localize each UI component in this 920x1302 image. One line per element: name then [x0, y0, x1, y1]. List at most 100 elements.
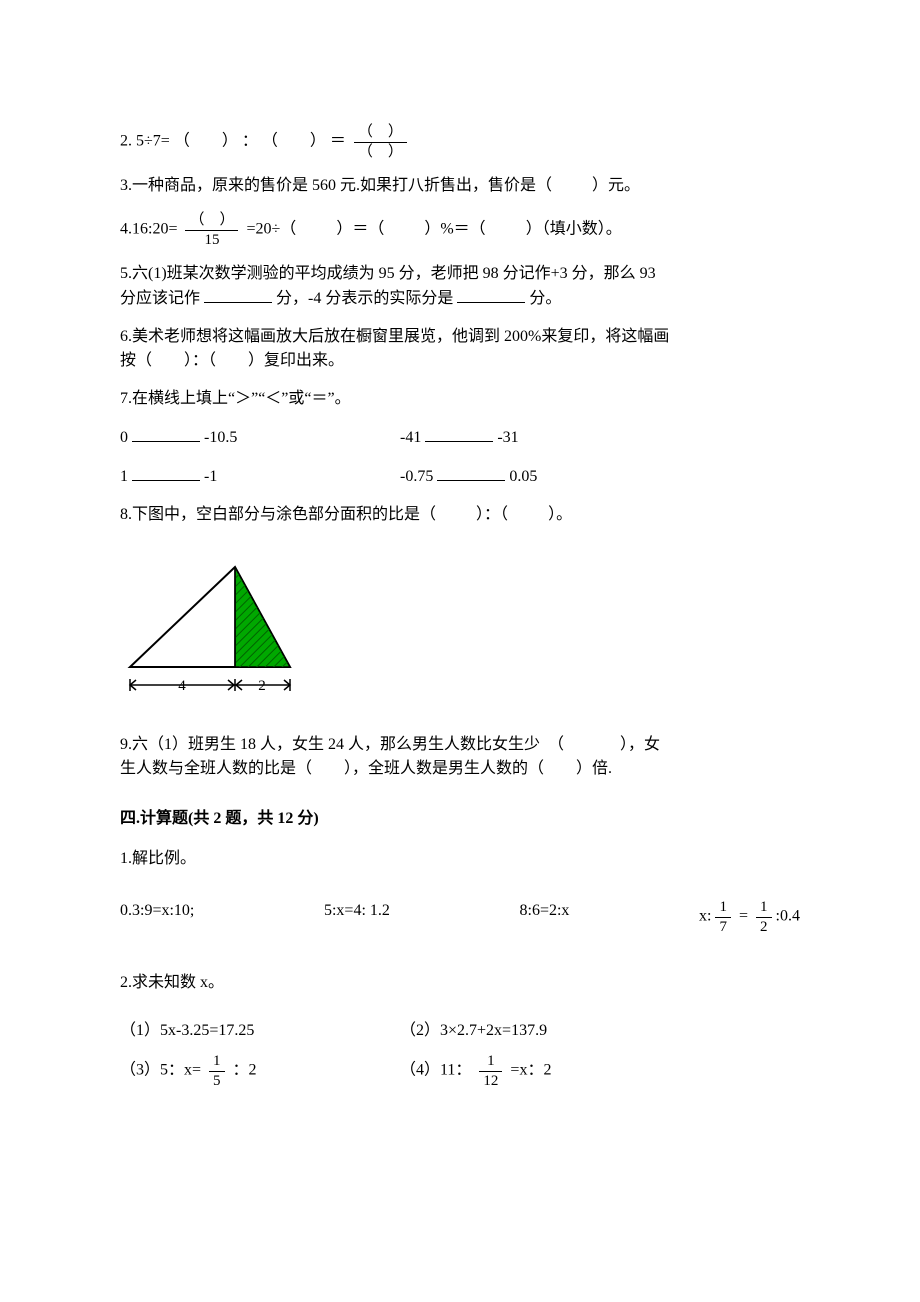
question-9: 9.六（1）班男生 18 人，女生 24 人，那么男生人数比女生少 （ ），女 … [120, 733, 800, 781]
q7-r1b-blank [425, 425, 493, 442]
q7-r2-right: -0.75 0.05 [400, 464, 680, 489]
problem-2: 2.求未知数 x。 （1）5x-3.25=17.25 （2）3×2.7+2x=1… [120, 971, 800, 1089]
q2-colon: ： [242, 133, 258, 150]
p1-spacer [120, 871, 800, 899]
q8-gap1 [440, 506, 472, 523]
q9-gap [568, 736, 616, 753]
p2-r2b-num: 1 [479, 1053, 502, 1072]
q7-r2a-l: 1 [120, 468, 128, 485]
q7-r2a-blank [132, 464, 200, 481]
p2-r1b: （2）3×2.7+2x=137.9 [400, 1019, 680, 1043]
p2-r1a: （1）5x-3.25=17.25 [120, 1019, 400, 1043]
p2-r2a-den: 5 [209, 1072, 225, 1090]
q8-text-a: 8.下图中，空白部分与涂色部分面积的比是（ [120, 506, 436, 523]
q6-line2: 按（ ）：（ ）复印出来。 [120, 349, 800, 373]
q7-row1: 0 -10.5 -41 -31 [120, 425, 800, 450]
q7-r1a-l: 0 [120, 429, 128, 446]
q2-frac-num: （ ） [354, 124, 407, 143]
p2-r2a-num: 1 [209, 1053, 225, 1072]
p2-row2: （3）5：x= 15 ：2 （4）11： 112 =x：2 [120, 1053, 800, 1089]
p1-c: 8:6=2:x [520, 899, 570, 935]
q4-mid-c: ）%＝（ [424, 221, 485, 238]
svg-text:2: 2 [258, 678, 266, 694]
problem-1: 1.解比例。 0.3:9=x:10; 5:x=4: 1.2 8:6=2:x x:… [120, 847, 800, 935]
p1-d-f2-num: 1 [756, 899, 772, 918]
section-4-title: 四.计算题(共 2 题，共 12 分) [120, 807, 800, 831]
q7-spacer1 [120, 411, 800, 425]
p2-r2b: （4）11： 112 =x：2 [400, 1053, 680, 1089]
q2-frac-den: （ ） [354, 143, 407, 161]
p1-a: 0.3:9=x:10; [120, 899, 194, 935]
p2-r2b-den: 12 [479, 1072, 502, 1090]
p1-d-f1: 17 [715, 899, 731, 935]
p1-row: 0.3:9=x:10; 5:x=4: 1.2 8:6=2:x x:17 = 12… [120, 899, 800, 935]
p1-d: x:17 = 12:0.4 [699, 899, 800, 935]
q4-gap1 [300, 221, 332, 238]
q2-paren2: （ ） [262, 133, 326, 150]
q2-eq: ＝ [330, 133, 346, 150]
p2-r2a-frac: 15 [209, 1053, 225, 1089]
p2-r2b-pre: （4）11： [400, 1062, 475, 1079]
q7-r1b-r: -31 [497, 429, 518, 446]
p2-r2b-post: =x：2 [506, 1062, 551, 1079]
q3-text-a: 3.一种商品，原来的售价是 560 元.如果打八折售出，售价是（ [120, 177, 552, 194]
q7-r2b-blank [437, 464, 505, 481]
svg-text:4: 4 [178, 678, 186, 694]
question-2: 2. 5÷7= （ ） ： （ ） ＝ （ ） （ ） [120, 124, 800, 160]
q2-lhs: 5÷7= [136, 133, 170, 150]
q7-r1a-r: -10.5 [204, 429, 237, 446]
question-4: 4.16:20= （ ） 15 =20÷（ ）＝（ ）%＝（ ）（填小数）。 [120, 212, 800, 248]
p1-d-post: :0.4 [776, 908, 800, 925]
q9-line1: 9.六（1）班男生 18 人，女生 24 人，那么男生人数比女生少 （ ），女 [120, 733, 800, 757]
question-7: 7.在横线上填上“＞”“＜”或“＝”。 0 -10.5 -41 -31 1 -1… [120, 387, 800, 489]
q4-fraction: （ ） 15 [185, 212, 238, 248]
q7-r1-left: 0 -10.5 [120, 425, 400, 450]
question-5: 5.六(1)班某次数学测验的平均成绩为 95 分，老师把 98 分记作+3 分，… [120, 262, 800, 311]
q9-l1b: ），女 [620, 736, 660, 753]
q8-text-b: ）：（ [476, 506, 508, 523]
p1-d-pre: x: [699, 908, 711, 925]
p1-d-f1-num: 1 [715, 899, 731, 918]
q7-r2b-r: 0.05 [509, 468, 537, 485]
q7-row2: 1 -1 -0.75 0.05 [120, 464, 800, 489]
q2-prefix: 2. [120, 133, 132, 150]
question-8: 8.下图中，空白部分与涂色部分面积的比是（ ）：（ ）。 [120, 503, 800, 707]
q5-line2: 分应该记作 分，-4 分表示的实际分是 分。 [120, 286, 800, 311]
q3-gap [556, 177, 588, 194]
q7-r1a-blank [132, 425, 200, 442]
q5-blank1 [204, 286, 272, 303]
p1-d-f2: 12 [756, 899, 772, 935]
q7-r2a-r: -1 [204, 468, 217, 485]
question-3: 3.一种商品，原来的售价是 560 元.如果打八折售出，售价是（ ）元。 [120, 174, 800, 198]
q4-frac-num: （ ） [185, 212, 238, 231]
p1-d-f1-den: 7 [715, 918, 731, 936]
p1-d-mid: = [735, 908, 752, 925]
p1-d-f2-den: 2 [756, 918, 772, 936]
q3-text-b: ）元。 [592, 177, 640, 194]
page-root: 2. 5÷7= （ ） ： （ ） ＝ （ ） （ ） 3.一种商品，原来的售价… [0, 0, 920, 1302]
q5-line1: 5.六(1)班某次数学测验的平均成绩为 95 分，老师把 98 分记作+3 分，… [120, 262, 800, 286]
q7-spacer2 [120, 450, 800, 464]
question-6: 6.美术老师想将这幅画放大后放在橱窗里展览，他调到 200%来复印，将这幅画 按… [120, 325, 800, 373]
q2-fraction: （ ） （ ） [354, 124, 407, 160]
p1-b: 5:x=4: 1.2 [324, 899, 390, 935]
q7-r1b-l: -41 [400, 429, 421, 446]
p2-spacer [120, 995, 800, 1019]
q4-lead: 4.16:20= [120, 221, 177, 238]
q6-line1: 6.美术老师想将这幅画放大后放在橱窗里展览，他调到 200%来复印，将这幅画 [120, 325, 800, 349]
q4-gap2 [388, 221, 420, 238]
q4-mid-a: =20÷（ [246, 221, 296, 238]
q8-gap2 [512, 506, 544, 523]
p2-r2a: （3）5：x= 15 ：2 [120, 1053, 400, 1089]
p2-row1: （1）5x-3.25=17.25 （2）3×2.7+2x=137.9 [120, 1019, 800, 1043]
q4-tail: ）（填小数）。 [526, 221, 622, 238]
q7-r2b-l: -0.75 [400, 468, 433, 485]
p2-head: 2.求未知数 x。 [120, 971, 800, 995]
q4-mid-b: ）＝（ [336, 221, 384, 238]
q5-l2b: 分，-4 分表示的实际分是 [276, 290, 453, 307]
q8-text-c: ）。 [548, 506, 572, 523]
q7-r2-left: 1 -1 [120, 464, 400, 489]
q9-line2: 生人数与全班人数的比是（ ），全班人数是男生人数的（ ）倍. [120, 757, 800, 781]
q7-head: 7.在横线上填上“＞”“＜”或“＝”。 [120, 387, 800, 411]
q7-r1-right: -41 -31 [400, 425, 680, 450]
